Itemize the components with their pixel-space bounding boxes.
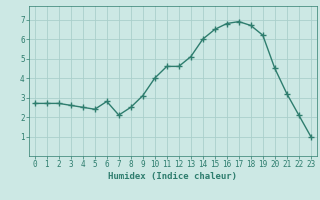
X-axis label: Humidex (Indice chaleur): Humidex (Indice chaleur): [108, 172, 237, 181]
